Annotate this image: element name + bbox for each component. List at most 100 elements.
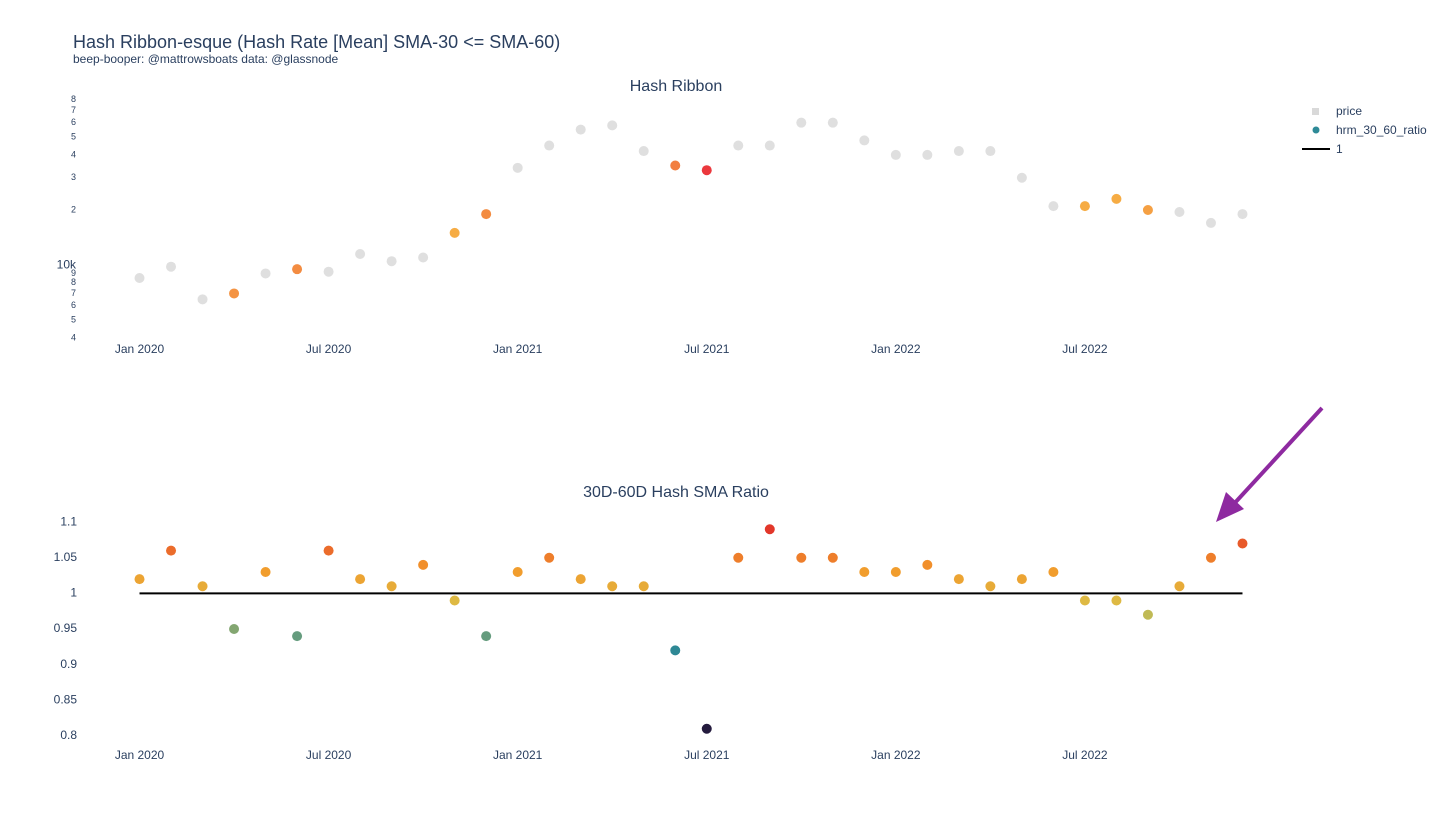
- price-point: [134, 273, 145, 284]
- y-tick-label: 2: [71, 204, 76, 214]
- y-tick-label: 1.1: [60, 514, 77, 528]
- price-point: [1079, 201, 1090, 212]
- ratio-point: [575, 574, 586, 585]
- ratio-point: [1142, 609, 1153, 620]
- legend-label: 1: [1336, 142, 1343, 156]
- y-tick-label: 8: [71, 94, 76, 104]
- y-tick-label: 6: [71, 300, 76, 310]
- main-title: Hash Ribbon-esque (Hash Rate [Mean] SMA-…: [73, 32, 560, 52]
- ratio-point: [386, 581, 397, 592]
- ratio-point: [1111, 595, 1122, 606]
- price-point: [260, 268, 271, 279]
- price-point: [449, 227, 460, 238]
- ratio-point: [197, 581, 208, 592]
- ratio-point: [1174, 581, 1185, 592]
- ratio-point: [323, 545, 334, 556]
- ratio-point: [544, 552, 555, 563]
- price-point: [512, 162, 523, 173]
- price-point: [197, 294, 208, 305]
- x-tick-label: Jul 2020: [306, 748, 352, 762]
- ratio-point: [166, 545, 177, 556]
- y-tick-label: 1: [70, 586, 77, 600]
- price-point: [985, 146, 996, 157]
- ratio-point: [953, 574, 964, 585]
- ratio-point: [827, 552, 838, 563]
- y-tick-label: 7: [71, 105, 76, 115]
- x-tick-label: Jul 2020: [306, 342, 352, 356]
- ratio-point: [638, 581, 649, 592]
- ratio-point: [418, 559, 429, 570]
- ratio-point: [512, 567, 523, 577]
- legend-label: price: [1336, 104, 1362, 118]
- price-point: [166, 261, 177, 272]
- price-point: [733, 140, 744, 151]
- price-point: [355, 248, 366, 259]
- x-tick-label: Jan 2022: [871, 748, 921, 762]
- price-point: [764, 140, 775, 151]
- x-tick-label: Jul 2021: [684, 342, 730, 356]
- ratio-point: [733, 552, 744, 563]
- price-point: [1205, 217, 1216, 228]
- price-point: [292, 264, 303, 275]
- y-tick-label: 0.9: [60, 657, 77, 671]
- x-tick-label: Jan 2021: [493, 748, 543, 762]
- x-tick-label: Jul 2021: [684, 748, 730, 762]
- y-tick-label: 10k: [57, 257, 77, 271]
- price-point: [953, 146, 964, 157]
- ratio-point: [607, 581, 618, 592]
- y-tick-label: 6: [71, 117, 76, 127]
- price-point: [670, 160, 681, 171]
- panel-title: Hash Ribbon: [630, 78, 723, 95]
- x-tick-label: Jan 2020: [115, 748, 165, 762]
- y-tick-label: 9: [71, 268, 76, 278]
- price-point: [544, 140, 555, 151]
- y-tick-label: 4: [71, 149, 76, 159]
- ratio-point: [1205, 552, 1216, 563]
- price-point: [796, 117, 807, 128]
- y-tick-label: 0.8: [60, 728, 77, 742]
- ratio-point: [859, 567, 870, 577]
- price-point: [1237, 209, 1248, 220]
- price-point: [1142, 205, 1153, 216]
- price-point: [1111, 193, 1122, 204]
- panel-title: 30D-60D Hash SMA Ratio: [583, 484, 769, 501]
- price-point: [323, 266, 334, 277]
- price-point: [890, 149, 901, 160]
- price-point: [1174, 207, 1185, 218]
- y-tick-label: 4: [71, 332, 76, 342]
- price-point: [481, 209, 492, 220]
- ratio-point: [796, 552, 807, 563]
- y-tick-label: 5: [71, 315, 76, 325]
- ratio-point: [355, 574, 366, 585]
- ratio-point: [890, 567, 901, 577]
- y-tick-label: 5: [71, 132, 76, 142]
- legend-label: hrm_30_60_ratio: [1336, 123, 1427, 137]
- y-tick-label: 7: [71, 288, 76, 298]
- ratio-point: [1016, 574, 1027, 585]
- subtitle: beep-booper: @mattrowsboats data: @glass…: [73, 52, 339, 66]
- arrow: [1216, 406, 1324, 522]
- legend-swatch: [1312, 108, 1319, 115]
- price-point: [1048, 201, 1059, 212]
- y-tick-label: 8: [71, 277, 76, 287]
- x-tick-label: Jul 2022: [1062, 342, 1108, 356]
- ratio-point: [922, 559, 933, 570]
- x-tick-label: Jul 2022: [1062, 748, 1108, 762]
- price-point: [418, 252, 429, 263]
- ratio-point: [1237, 538, 1248, 549]
- x-tick-label: Jan 2020: [115, 342, 165, 356]
- ratio-point: [670, 645, 681, 656]
- y-tick-label: 3: [71, 172, 76, 182]
- ratio-point: [1079, 595, 1090, 606]
- ratio-point: [229, 624, 240, 634]
- y-tick-label: 0.95: [54, 621, 78, 635]
- price-point: [922, 149, 933, 160]
- price-point: [827, 117, 838, 128]
- ratio-point: [1048, 567, 1059, 577]
- ratio-point: [985, 581, 996, 592]
- price-point: [607, 120, 618, 131]
- ratio-point: [701, 723, 712, 734]
- legend-swatch: [1312, 126, 1320, 134]
- price-point: [386, 256, 397, 267]
